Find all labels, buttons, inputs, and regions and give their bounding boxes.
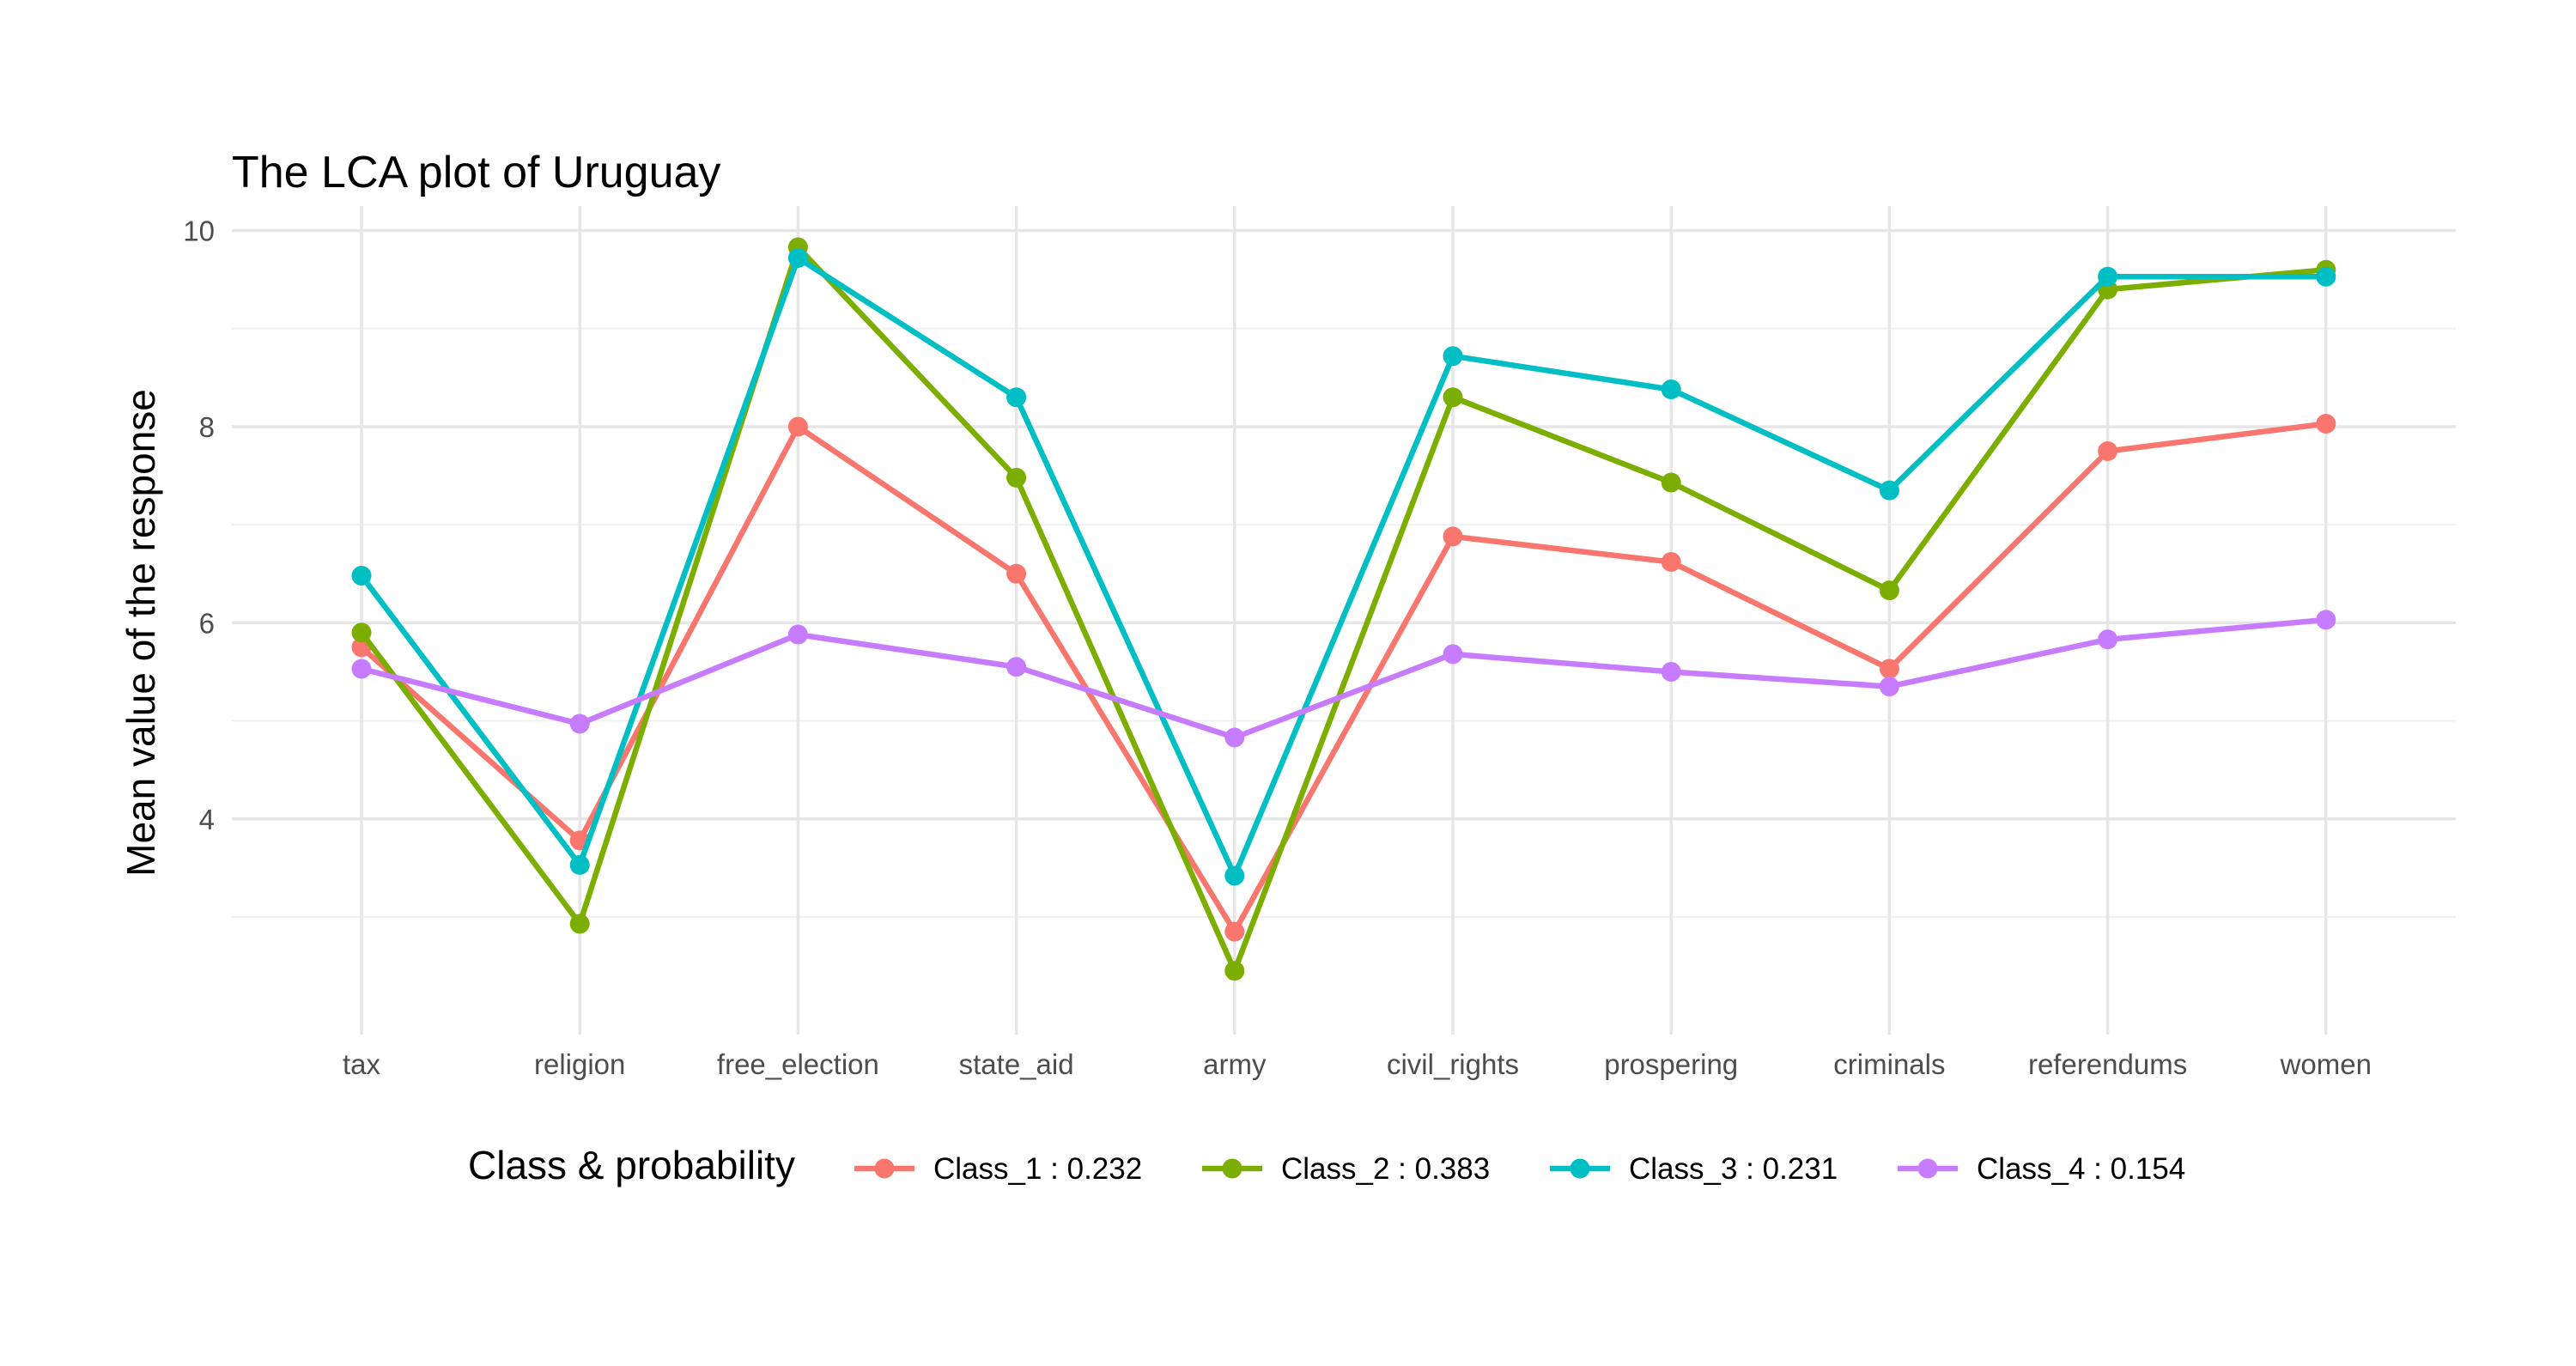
- legend-label: Class_3 : 0.231: [1629, 1152, 1838, 1186]
- data-point: [1443, 387, 1463, 408]
- legend-key-point: [874, 1158, 895, 1179]
- legend-label: Class_1 : 0.232: [933, 1152, 1142, 1186]
- data-point: [1661, 379, 1681, 400]
- data-point: [2316, 266, 2336, 287]
- data-point: [1661, 552, 1681, 573]
- series-3: [351, 248, 2336, 886]
- data-point: [1443, 526, 1463, 547]
- data-point: [1661, 472, 1681, 493]
- series-line: [359, 255, 2326, 879]
- data-point: [569, 713, 590, 734]
- x-tick-label: state_aid: [959, 1048, 1074, 1080]
- data-point: [569, 914, 590, 934]
- y-axis-label: Mean value of the response: [118, 389, 163, 877]
- data-point: [2098, 441, 2118, 462]
- data-point: [2316, 610, 2336, 630]
- data-point: [1879, 677, 1899, 697]
- data-point: [569, 854, 590, 875]
- data-point: [787, 624, 808, 645]
- x-tick-label: referendums: [2028, 1048, 2187, 1080]
- legend-items: Class_1 : 0.232 Class_2 : 0.383 Class_3 : …: [854, 1152, 2185, 1186]
- data-point: [787, 416, 808, 437]
- data-point: [1006, 467, 1027, 488]
- series-4: [351, 610, 2336, 748]
- y-tick-label: 4: [199, 804, 215, 835]
- legend-item: Class_4 : 0.154: [1898, 1152, 2185, 1186]
- x-tick-label: free_election: [717, 1048, 879, 1080]
- x-tick-label: criminals: [1833, 1048, 1945, 1080]
- data-point: [1006, 657, 1027, 677]
- legend-item: Class_3 : 0.231: [1550, 1152, 1838, 1186]
- data-point: [1224, 961, 1245, 981]
- data-point: [1879, 480, 1899, 501]
- legend-title: Class & probability: [468, 1143, 795, 1187]
- y-tick-label: 8: [199, 411, 215, 443]
- y-tick-label: 6: [199, 607, 215, 639]
- legend-label: Class_2 : 0.383: [1281, 1152, 1490, 1186]
- legend-key-point: [1222, 1158, 1242, 1179]
- legend-label: Class_4 : 0.154: [1977, 1152, 2185, 1186]
- x-tick-label: tax: [343, 1048, 381, 1080]
- data-point: [351, 659, 372, 679]
- data-point: [1443, 346, 1463, 367]
- data-point: [1224, 727, 1245, 748]
- chart-title: The LCA plot of Uruguay: [232, 148, 720, 197]
- data-point: [787, 248, 808, 269]
- data-point: [1224, 865, 1245, 886]
- series-1: [351, 414, 2336, 942]
- data-point: [1879, 659, 1899, 679]
- data-point: [1443, 644, 1463, 665]
- series-line: [359, 421, 2327, 935]
- data-point: [1006, 387, 1027, 408]
- data-point: [351, 566, 372, 586]
- legend: Class & probability Class_1 : 0.232 Class…: [468, 1143, 2185, 1187]
- x-tick-label: religion: [534, 1048, 625, 1080]
- x-tick-label: civil_rights: [1387, 1048, 1519, 1080]
- legend-item: Class_2 : 0.383: [1202, 1152, 1490, 1186]
- data-point: [1224, 921, 1245, 942]
- series-line: [359, 244, 2327, 974]
- y-tick-label: 10: [183, 216, 215, 247]
- legend-item: Class_1 : 0.232: [854, 1152, 1142, 1186]
- data-point: [351, 622, 372, 643]
- x-tick-label: prospering: [1604, 1048, 1738, 1080]
- grid-layer: [232, 206, 2456, 1035]
- data-point: [2316, 414, 2336, 434]
- legend-key-point: [1917, 1158, 1938, 1179]
- series-line: [361, 616, 2327, 741]
- data-point: [1006, 563, 1027, 584]
- data-point: [2098, 629, 2118, 650]
- axis-labels: 4 6 8 10 tax religion free_election state_aid ar…: [183, 216, 2372, 1080]
- x-tick-label: women: [2280, 1048, 2372, 1080]
- data-point: [1661, 661, 1681, 682]
- data-point: [2098, 266, 2118, 287]
- x-tick-label: army: [1203, 1048, 1267, 1080]
- legend-key-point: [1570, 1158, 1590, 1179]
- series-layer: [351, 237, 2336, 981]
- data-point: [1879, 580, 1899, 601]
